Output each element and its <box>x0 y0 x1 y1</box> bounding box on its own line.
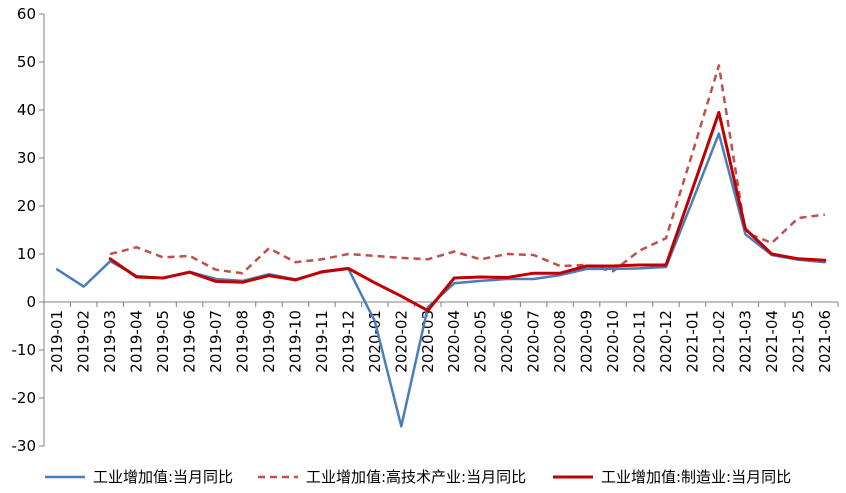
y-tick-label: 40 <box>17 101 36 119</box>
y-tick-label: -30 <box>12 437 37 455</box>
x-tick-label: 2020-10 <box>604 310 622 373</box>
x-tick-label: 2019-09 <box>260 310 278 373</box>
y-tick-label: 50 <box>17 53 36 71</box>
x-tick-label: 2019-11 <box>313 310 331 373</box>
legend-label-1: 工业增加值:当月同比 <box>93 468 233 486</box>
legend: 工业增加值:当月同比 工业增加值:高技术产业:当月同比 工业增加值:制造业:当月同比 <box>45 468 791 486</box>
x-tick-label: 2019-05 <box>154 310 172 373</box>
series-line-2 <box>109 64 825 275</box>
series-line-3 <box>108 110 827 313</box>
x-tick-label: 2020-11 <box>631 310 649 373</box>
x-tick-label: 2019-03 <box>101 310 119 373</box>
x-tick-label: 2019-01 <box>48 310 66 373</box>
x-tick-label: 2021-04 <box>763 310 781 373</box>
x-tick-label: 2020-01 <box>366 310 384 373</box>
legend-label-2: 工业增加值:高技术产业:当月同比 <box>306 468 526 486</box>
x-tick-label: 2019-10 <box>286 310 304 373</box>
y-tick-label: 10 <box>17 245 36 263</box>
y-axis: -30 -20 -10 0 10 20 30 40 50 60 <box>12 5 45 455</box>
x-tick-label: 2021-05 <box>789 310 807 373</box>
x-tick-label: 2020-08 <box>551 310 569 373</box>
x-tick-label: 2020-06 <box>498 310 516 373</box>
series-layer <box>55 64 827 428</box>
x-tick-label: 2021-01 <box>683 310 701 373</box>
x-tick-label: 2020-02 <box>392 310 410 373</box>
y-tick-label: -20 <box>12 389 37 407</box>
x-tick-label: 2020-09 <box>578 310 596 373</box>
series-line-1 <box>55 132 827 428</box>
x-tick-label: 2019-07 <box>207 310 225 373</box>
x-tick-label: 2021-02 <box>710 310 728 373</box>
x-tick-label: 2021-06 <box>816 310 834 373</box>
y-tick-label: 60 <box>17 5 36 23</box>
x-tick-label: 2019-06 <box>181 310 199 373</box>
x-tick-label: 2020-12 <box>657 310 675 373</box>
x-tick-label: 2020-07 <box>525 310 543 373</box>
x-tick-label: 2019-08 <box>234 310 252 373</box>
x-axis: 2019-01 2019-02 2019-03 2019-04 2019-05 2019-… <box>43 301 839 373</box>
y-tick-label: -10 <box>12 341 37 359</box>
x-tick-label: 2020-04 <box>445 310 463 373</box>
x-tick-label: 2019-04 <box>128 310 146 373</box>
x-tick-label: 2019-12 <box>339 310 357 373</box>
x-tick-label: 2021-03 <box>736 310 754 373</box>
y-tick-label: 0 <box>26 293 36 311</box>
x-tick-label: 2019-02 <box>75 310 93 373</box>
y-tick-label: 30 <box>17 149 36 167</box>
legend-label-3: 工业增加值:制造业:当月同比 <box>601 468 791 486</box>
x-tick-label: 2020-05 <box>472 310 490 373</box>
y-tick-label: 20 <box>17 197 36 215</box>
